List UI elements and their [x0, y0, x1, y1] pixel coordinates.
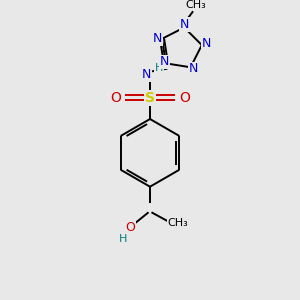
Text: N: N — [160, 56, 169, 68]
Text: N: N — [202, 37, 211, 50]
Text: O: O — [110, 91, 121, 105]
Text: CH₃: CH₃ — [186, 0, 206, 10]
Text: CH₃: CH₃ — [168, 218, 188, 229]
Text: N: N — [142, 68, 151, 81]
Text: S: S — [145, 91, 155, 105]
Text: N: N — [153, 32, 162, 45]
Text: O: O — [125, 220, 135, 233]
Text: H: H — [154, 62, 163, 73]
Text: N: N — [179, 18, 189, 31]
Text: N: N — [189, 62, 198, 75]
Text: O: O — [179, 91, 190, 105]
Text: H: H — [119, 234, 128, 244]
